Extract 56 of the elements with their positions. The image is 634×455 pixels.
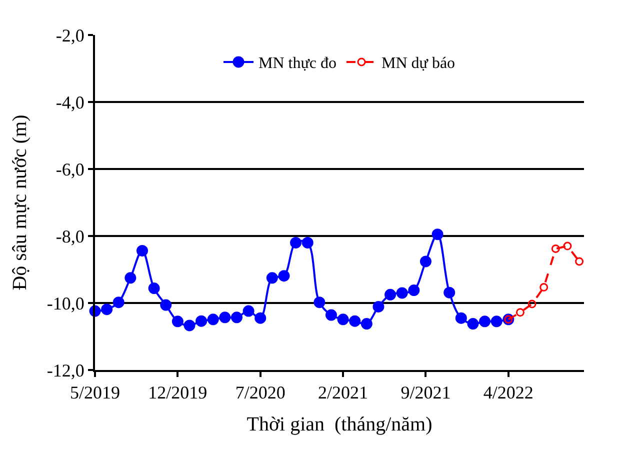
point bbox=[516, 308, 524, 317]
point bbox=[551, 244, 560, 253]
point bbox=[540, 283, 548, 292]
point bbox=[136, 244, 148, 256]
point bbox=[207, 314, 219, 326]
x-tick-label: 9/2021 bbox=[400, 382, 451, 403]
point bbox=[349, 315, 361, 327]
x-tick-label: 4/2022 bbox=[483, 382, 534, 403]
y-tick-label: -8,0 bbox=[56, 226, 84, 246]
point bbox=[432, 228, 444, 240]
y-tick-label: -2,0 bbox=[56, 25, 84, 46]
point bbox=[172, 316, 184, 328]
point bbox=[467, 318, 479, 330]
point bbox=[490, 316, 502, 328]
point bbox=[290, 236, 302, 248]
point bbox=[124, 272, 136, 284]
x-tick-label: 2/2021 bbox=[318, 382, 368, 403]
point bbox=[528, 300, 536, 308]
point bbox=[254, 312, 266, 324]
point bbox=[360, 318, 372, 330]
point bbox=[325, 309, 337, 321]
x-tick-label: 7/2020 bbox=[235, 382, 286, 403]
point bbox=[148, 282, 160, 294]
point bbox=[242, 305, 254, 317]
point bbox=[384, 288, 396, 300]
y-tick-label: -10,0 bbox=[46, 293, 84, 314]
point bbox=[160, 299, 172, 311]
point bbox=[314, 296, 326, 308]
point bbox=[444, 286, 456, 298]
point bbox=[112, 296, 124, 308]
legend-label: MN thực đo bbox=[258, 55, 336, 72]
point bbox=[408, 284, 420, 296]
point bbox=[563, 242, 572, 250]
point bbox=[396, 287, 408, 299]
x-tick-label: 12/2019 bbox=[148, 382, 208, 403]
point bbox=[101, 304, 113, 316]
point bbox=[372, 300, 384, 312]
y-tick-label: -6,0 bbox=[56, 159, 84, 180]
legend-label: MN dự báo bbox=[382, 55, 456, 72]
x-tick-label: 5/2019 bbox=[70, 382, 120, 403]
point bbox=[266, 272, 278, 284]
point bbox=[219, 312, 231, 324]
point bbox=[575, 257, 584, 266]
point bbox=[230, 312, 242, 324]
point bbox=[184, 320, 196, 332]
point bbox=[196, 315, 208, 327]
point bbox=[420, 256, 432, 268]
x-axis-title: Thời gian (tháng/năm) bbox=[246, 414, 432, 436]
y-tick-label: -12,0 bbox=[46, 360, 84, 380]
point bbox=[479, 316, 491, 328]
point bbox=[278, 270, 290, 282]
y-axis-title: Độ sâu mực nước (m) bbox=[8, 114, 31, 290]
point bbox=[302, 236, 314, 248]
point bbox=[455, 312, 467, 324]
y-tick-label: -4,0 bbox=[56, 92, 84, 112]
point bbox=[337, 314, 349, 326]
